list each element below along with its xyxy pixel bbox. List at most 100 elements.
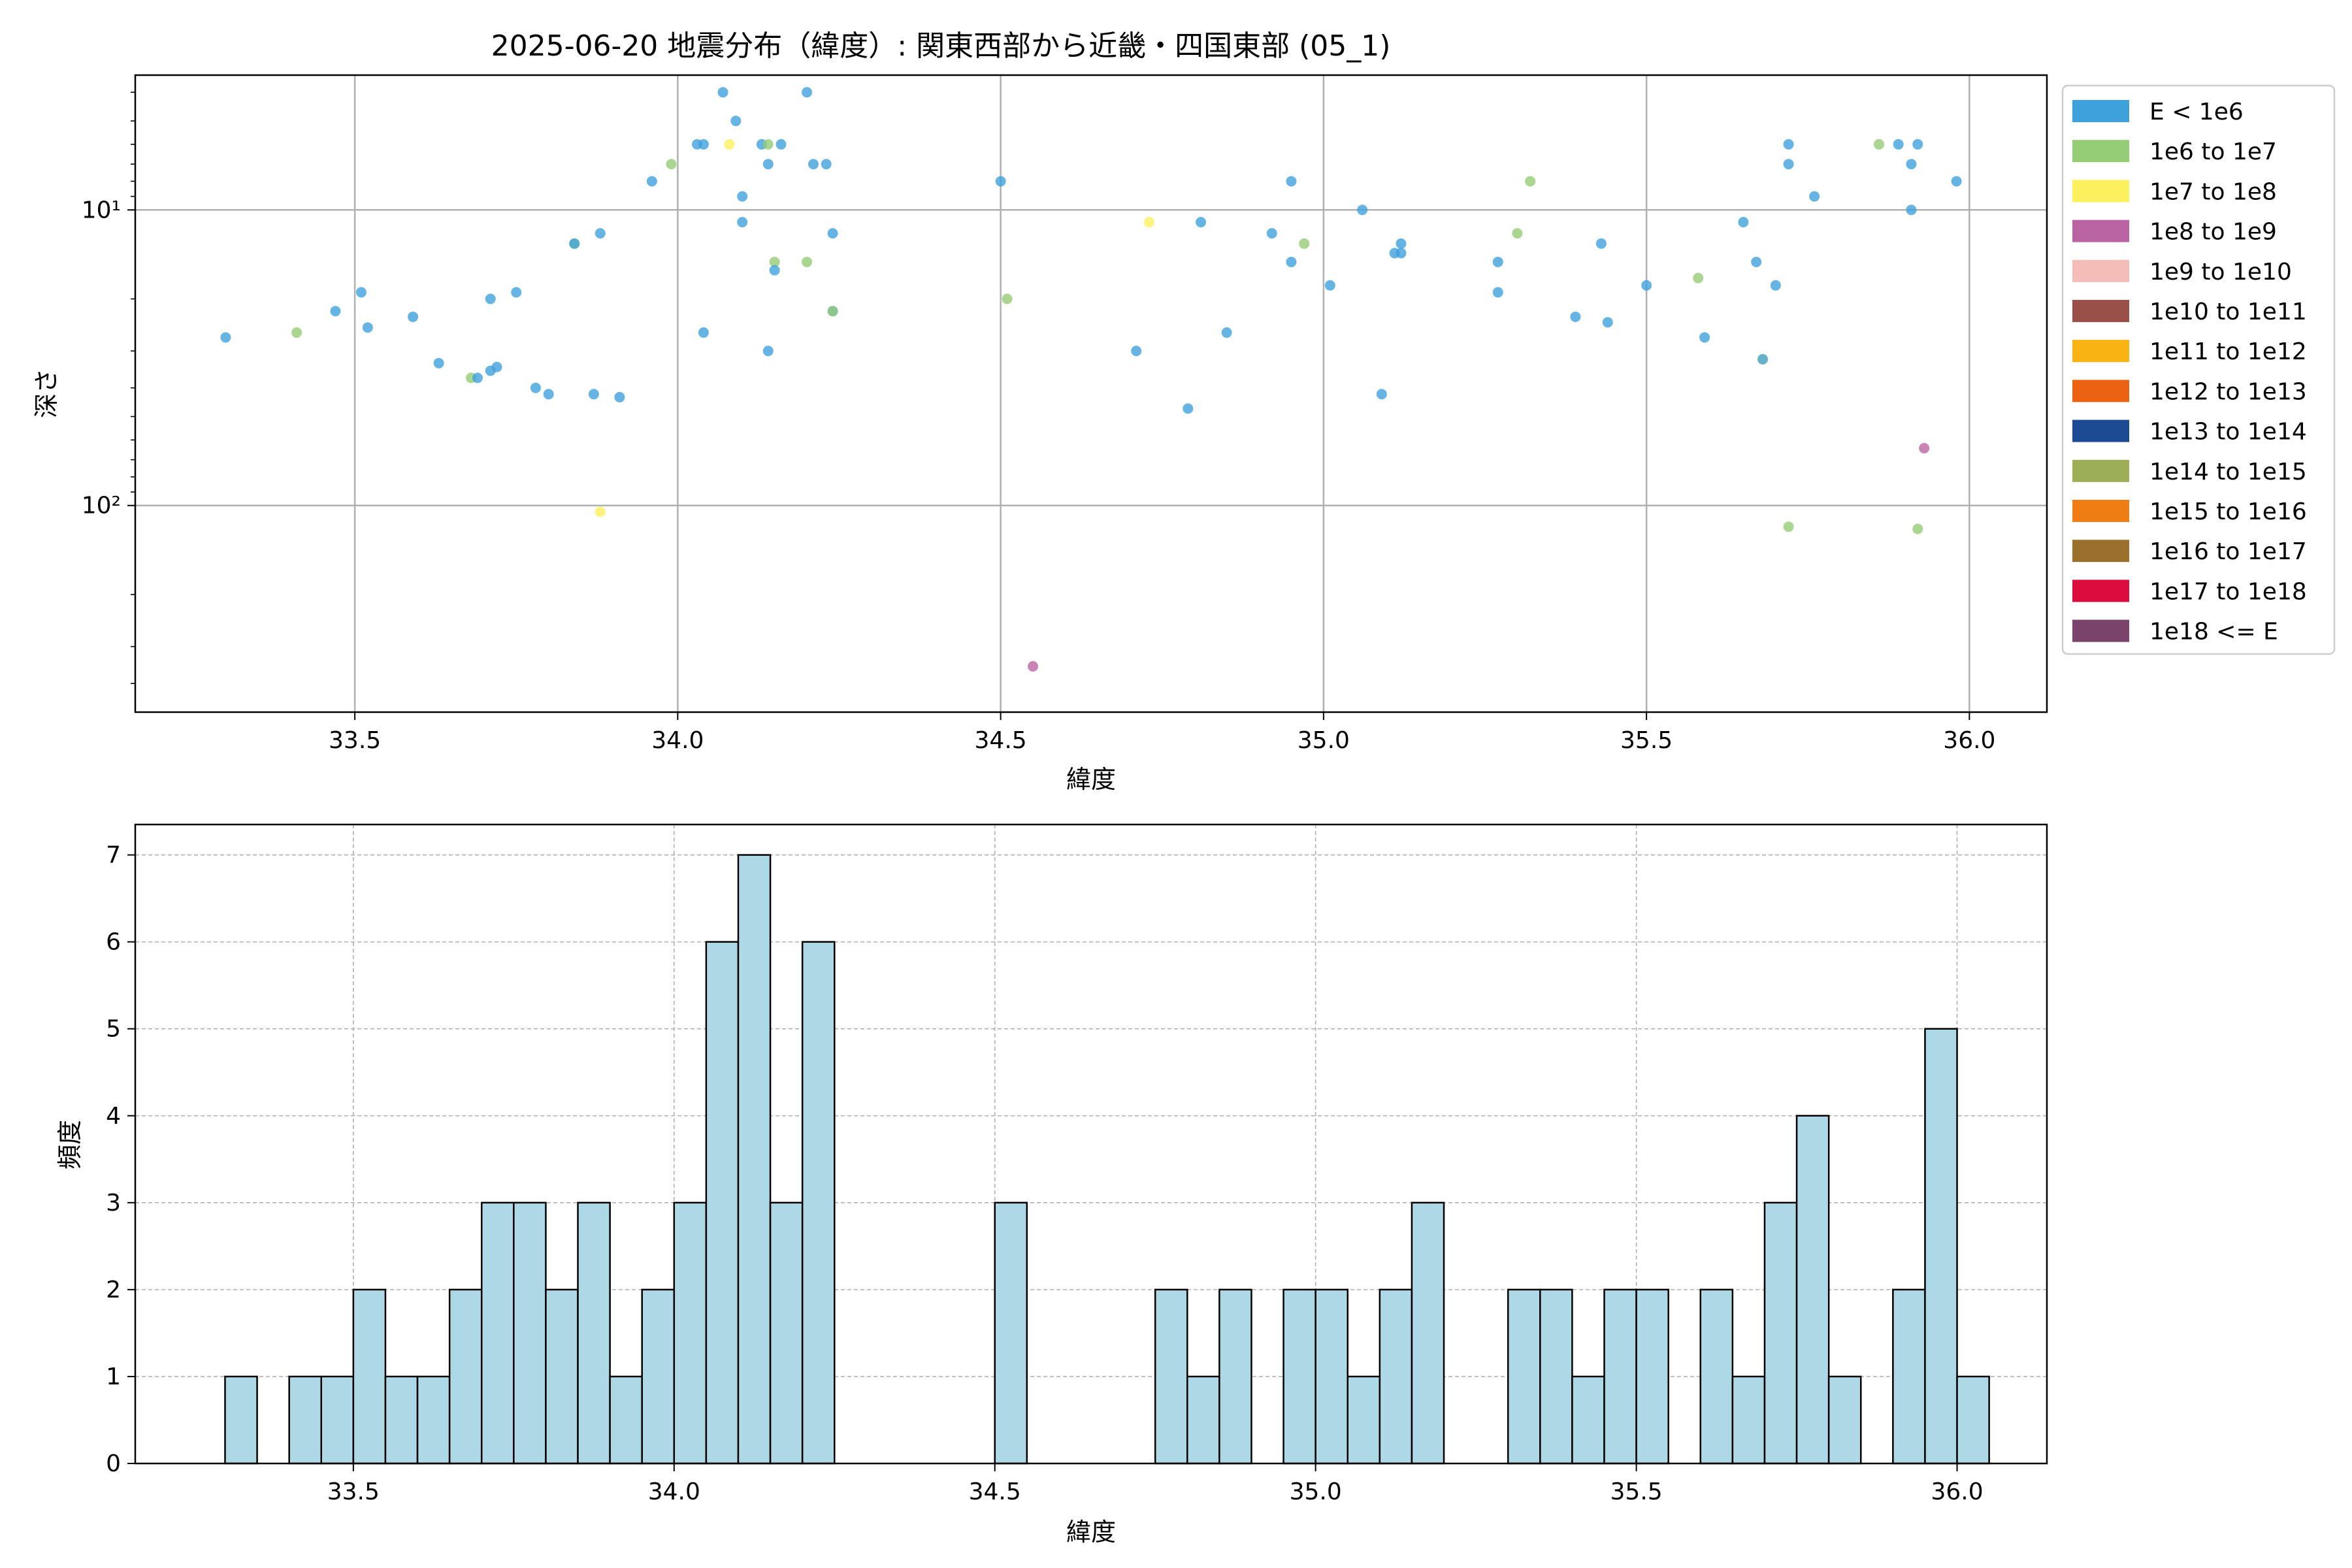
scatter-point [1525,176,1536,187]
histogram-bar [384,1375,419,1465]
histogram-bar [737,854,772,1465]
histogram-bar [1956,1375,1990,1465]
histogram-bar [1827,1375,1862,1465]
histogram-bar [448,1288,483,1465]
histogram-bar [769,1201,804,1465]
scatter-point [355,287,367,298]
scatter-point [827,306,838,317]
energy-legend: E < 1e6 1e6 to 1e7 1e7 to 1e8 1e8 to 1e9 1e9… [2061,84,2336,655]
scatter-point [1357,204,1368,216]
scatter-point [543,389,554,400]
histogram-y-tick-label: 6 [106,929,121,956]
scatter-point [1919,443,1930,454]
scatter-point [1595,238,1607,249]
scatter-point [433,357,444,368]
scatter-point [485,293,496,304]
scatter-point [666,159,677,170]
legend-label: 1e7 to 1e8 [2149,178,2277,205]
histogram-x-tick-label: 35.5 [1610,1478,1663,1505]
scatter-point [762,159,774,170]
histogram-bars [224,854,1990,1465]
legend-label: 1e6 to 1e7 [2149,139,2277,165]
scatter-point [1770,280,1781,291]
scatter-point [1873,139,1884,150]
scatter-point [802,87,813,98]
histogram-bar [1699,1288,1734,1465]
legend-label: 1e16 to 1e17 [2149,538,2307,565]
scatter-x-tick-label: 35.5 [1620,727,1673,754]
legend-label: 1e11 to 1e12 [2149,338,2307,365]
legend-swatch [2072,540,2129,563]
histogram-y-tick-label: 7 [106,842,121,869]
histogram-bar [1763,1201,1798,1465]
scatter-point [1512,228,1523,239]
scatter-point [1809,191,1820,202]
scatter-y-ticks: 10¹ 10² [82,197,135,519]
histogram-bar [1186,1375,1220,1465]
scatter-point [1299,238,1310,249]
histogram-y-tick-label: 4 [106,1103,121,1130]
histogram-bar [1154,1288,1188,1465]
legend-swatch [2072,419,2129,442]
scatter-point [1396,238,1407,249]
chart-title: 2025-06-20 地震分布（緯度）: 関東西部から近畿・四国東部 (05_1… [491,29,1391,63]
scatter-grid [135,75,2047,712]
histogram-bar [352,1288,387,1465]
legend-swatch [2072,180,2129,203]
legend-label: 1e9 to 1e10 [2149,259,2292,286]
scatter-point [724,139,735,150]
scatter-point [1570,311,1581,322]
scatter-point [1693,272,1704,284]
histogram-axes-frame [134,823,2048,1465]
scatter-point [769,265,780,276]
histogram-bar [1892,1288,1926,1465]
scatter-y-tick-label: 10¹ [82,197,121,223]
scatter-point [1131,346,1142,357]
scatter-point [995,176,1006,187]
histogram-bar [1731,1375,1766,1465]
scatter-panel: 33.5 34.0 34.5 35.0 35.5 36.0 10¹ 10² 緯度 深さ [32,74,2048,794]
scatter-point [1002,293,1013,304]
scatter-points [220,87,1962,672]
histogram-x-tick-label: 34.5 [969,1478,1021,1505]
scatter-point [511,287,522,298]
scatter-point [737,191,748,202]
histogram-bar [1315,1288,1349,1465]
histogram-bar [705,941,740,1465]
legend-swatch [2072,300,2129,322]
scatter-x-ticks: 33.5 34.0 34.5 35.0 35.5 36.0 [329,712,1995,754]
legend-label: 1e13 to 1e14 [2149,419,2307,446]
histogram-x-axis-label: 緯度 [1066,1518,1116,1546]
scatter-point [1641,280,1652,291]
scatter-point [762,139,774,150]
histogram-bar [609,1375,643,1465]
legend-swatch [2072,220,2129,242]
scatter-point [1183,403,1194,414]
scatter-point [821,159,832,170]
scatter-point [1738,217,1749,228]
histogram-bar [1635,1288,1669,1465]
scatter-point [717,87,728,98]
scatter-point [827,228,838,239]
scatter-point [595,228,606,239]
scatter-point [769,256,780,267]
scatter-point [1492,287,1503,298]
scatter-point [1143,217,1154,228]
scatter-point [698,139,709,150]
legend-swatch [2072,459,2129,482]
legend-label: 1e10 to 1e11 [2149,299,2307,325]
legend-label: 1e15 to 1e16 [2149,498,2307,525]
scatter-point [1751,256,1762,267]
legend-label: 1e14 to 1e15 [2149,459,2307,485]
scatter-point [1951,176,1962,187]
histogram-bar [1795,1115,1830,1465]
scatter-point [1906,204,1917,216]
scatter-point [737,217,748,228]
histogram-bar [1282,1288,1316,1465]
scatter-point [408,311,419,322]
scatter-y-axis-label: 深さ [32,368,61,418]
scatter-point [588,389,599,400]
scatter-point [1912,523,1923,534]
legend-swatch [2072,259,2129,282]
scatter-point [1492,256,1503,267]
